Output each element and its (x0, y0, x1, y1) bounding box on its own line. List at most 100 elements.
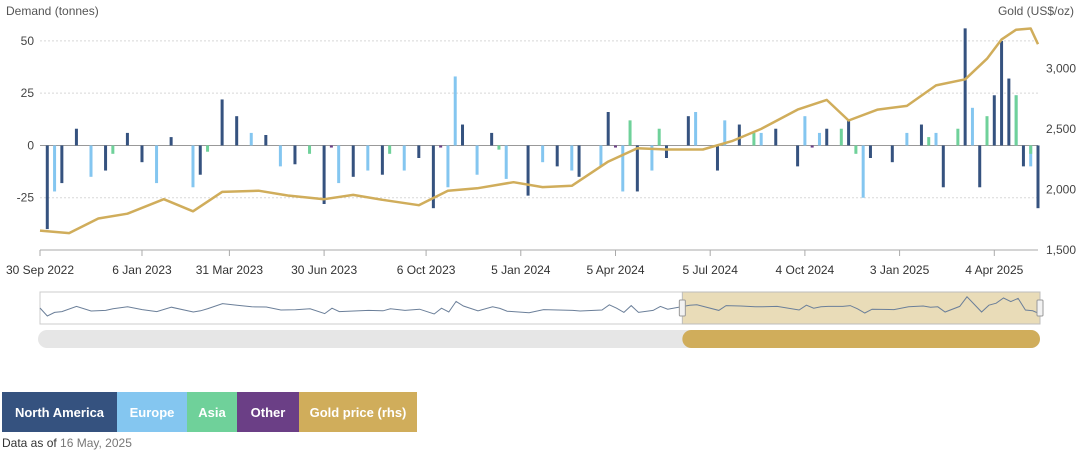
bar-asia (752, 132, 756, 146)
bar-europe (366, 145, 370, 171)
bar-asia (985, 116, 989, 146)
bar-north-america (140, 145, 144, 163)
bar-europe (446, 145, 450, 188)
legend-europe[interactable]: Europe (117, 392, 187, 432)
bar-north-america (125, 132, 129, 146)
y-left-tick-label: -25 (17, 191, 35, 205)
x-tick-label: 3 Jan 2025 (870, 263, 930, 277)
bar-north-america (664, 145, 668, 158)
bar-north-america (1007, 78, 1011, 146)
bar-europe (541, 145, 545, 163)
bar-north-america (45, 145, 49, 230)
bar-europe (621, 145, 625, 192)
bar-north-america (220, 99, 224, 146)
bar-north-america (1036, 145, 1040, 209)
bar-north-america (431, 145, 435, 209)
bar-asia (111, 145, 115, 154)
bar-europe (475, 145, 479, 175)
bar-europe (89, 145, 93, 177)
navigator-series (39, 296, 1041, 317)
y-left-tick-label: 50 (21, 34, 35, 48)
y-right-tick-label: 1,500 (1046, 243, 1076, 257)
data-as-of-note: Data as of 16 May, 2025 (2, 436, 132, 450)
bar-north-america (417, 145, 421, 158)
bar-other (329, 145, 333, 148)
y-right-tick-label: 2,000 (1046, 182, 1076, 196)
bar-north-america (606, 112, 610, 146)
y-left-tick-label: 0 (27, 138, 34, 152)
bar-north-america (555, 145, 559, 167)
scrollbar-thumb[interactable] (682, 330, 1040, 348)
navigator-handle[interactable] (1036, 299, 1044, 317)
bar-north-america (890, 145, 894, 163)
bar-north-america (774, 128, 778, 146)
left-axis-title: Demand (tonnes) (6, 4, 99, 18)
bar-europe (278, 145, 282, 167)
bar-north-america (737, 124, 741, 146)
legend-north-america[interactable]: North America (2, 392, 117, 432)
bar-north-america (264, 135, 268, 146)
bar-asia (1029, 145, 1033, 154)
bar-north-america (686, 116, 690, 146)
bar-north-america (963, 28, 967, 146)
bar-europe (599, 145, 603, 167)
bar-europe (970, 107, 974, 146)
bar-other (810, 145, 814, 148)
bar-europe (337, 145, 341, 184)
navigator (38, 291, 1044, 348)
x-tick-label: 30 Sep 2022 (6, 263, 74, 277)
bars (45, 28, 1040, 230)
bar-asia (206, 145, 210, 152)
legend-other[interactable]: Other (237, 392, 299, 432)
bar-north-america (351, 145, 355, 177)
bar-asia (839, 128, 843, 146)
x-tick-label: 5 Jan 2024 (491, 263, 551, 277)
bar-asia (927, 137, 931, 146)
bar-north-america (825, 128, 829, 146)
bar-north-america (919, 124, 923, 146)
legend-gold-price[interactable]: Gold price (rhs) (299, 392, 417, 432)
bar-europe (803, 116, 807, 146)
bar-asia (657, 128, 661, 146)
bar-north-america (1021, 145, 1025, 167)
bar-north-america (198, 145, 202, 175)
x-tick-label: 6 Jan 2023 (112, 263, 172, 277)
bar-other (439, 145, 443, 148)
data-as-of-date: 16 May, 2025 (60, 436, 132, 450)
y-right-tick-label: 2,500 (1046, 122, 1076, 136)
bar-europe (723, 120, 727, 146)
bar-europe (53, 145, 57, 192)
bar-asia (956, 128, 960, 146)
bar-north-america (322, 145, 326, 204)
bar-north-america (635, 145, 639, 192)
gridlines (40, 40, 1038, 199)
legend-asia[interactable]: Asia (187, 392, 237, 432)
bar-asia (497, 145, 501, 150)
bar-north-america (104, 145, 108, 171)
bar-north-america (715, 145, 719, 171)
x-tick-label: 30 Jun 2023 (291, 263, 357, 277)
navigator-handle[interactable] (678, 299, 686, 317)
bar-asia (854, 145, 858, 154)
axes: -25 0 25 50 1,500 2,000 2,500 3,000 30 Sep 2022 6… (6, 34, 1076, 277)
bar-north-america (577, 145, 581, 177)
bar-asia (628, 120, 632, 146)
y-left-tick-label: 25 (21, 86, 35, 100)
bar-europe (1029, 145, 1033, 167)
bar-north-america (941, 145, 945, 188)
bar-north-america (490, 132, 494, 146)
data-as-of-label: Data as of (2, 436, 57, 450)
x-tick-label: 6 Oct 2023 (397, 263, 456, 277)
legend: North America Europe Asia Other Gold pri… (2, 392, 417, 432)
y-right-tick-label: 3,000 (1046, 61, 1076, 75)
bar-europe (759, 132, 763, 146)
bar-europe (249, 132, 253, 146)
bar-europe (934, 132, 938, 146)
bar-north-america (235, 116, 239, 146)
bar-europe (694, 112, 698, 146)
bar-europe (650, 145, 654, 171)
gold-price-line (39, 27, 1040, 235)
bar-north-america (868, 145, 872, 158)
bar-north-america (978, 145, 982, 188)
x-tick-label: 31 Mar 2023 (196, 263, 264, 277)
